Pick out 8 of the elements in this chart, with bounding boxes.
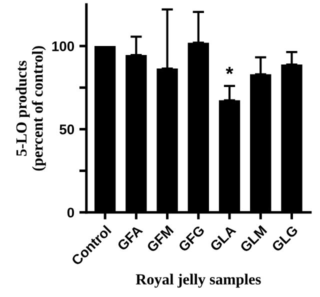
annotation: * xyxy=(226,66,234,74)
y-tick-label: 100 xyxy=(52,41,74,52)
x-tick-label: GFA xyxy=(116,224,144,252)
y-tick-label: 50 xyxy=(60,124,74,134)
x-axis-title: Royal jelly samples xyxy=(136,274,261,288)
x-tick-label: GLA xyxy=(209,224,236,252)
y-tick-label: 0 xyxy=(67,208,74,218)
y-axis-title: 5-LO products (percent of control) xyxy=(16,46,46,171)
